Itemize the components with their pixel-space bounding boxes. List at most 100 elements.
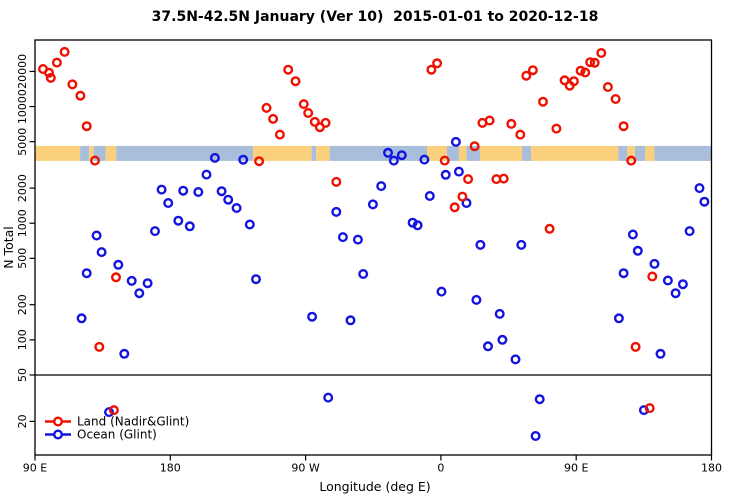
scatter-point-land	[644, 403, 655, 414]
coastline-band-ocean	[329, 145, 428, 161]
scatter-point-ocean	[142, 278, 153, 289]
scatter-point-ocean	[677, 279, 688, 290]
coastline-band-ocean	[93, 145, 106, 161]
scatter-point-land	[67, 79, 78, 90]
scatter-point-ocean	[244, 219, 255, 230]
plot-border	[34, 39, 713, 456]
scatter-point-ocean	[367, 199, 378, 210]
scatter-point-land	[506, 118, 517, 129]
scatter-point-ocean	[216, 186, 227, 197]
scatter-point-ocean	[649, 258, 660, 269]
scatter-point-ocean	[103, 407, 114, 418]
scatter-point-ocean	[223, 194, 234, 205]
scatter-point-land	[484, 115, 495, 126]
scatter-point-ocean	[516, 239, 527, 250]
scatter-point-ocean	[209, 152, 220, 163]
coastline-band-land	[531, 145, 619, 161]
scatter-point-land	[110, 272, 121, 283]
coastline-band-ocean	[80, 145, 90, 161]
scatter-point-land	[538, 96, 549, 107]
scatter-point-land	[439, 155, 450, 166]
y-tick-label: 1000	[16, 209, 29, 237]
x-axis-title: Longitude (deg E)	[319, 479, 431, 494]
scatter-point-ocean	[471, 294, 482, 305]
coastline-band-land	[458, 145, 467, 161]
y-tick-label: 50	[16, 368, 29, 382]
scatter-point-land	[274, 129, 285, 140]
chart-title: 37.5N-42.5N January (Ver 10) 2015-01-01 …	[151, 9, 599, 25]
scatter-point-land	[463, 174, 474, 185]
scatter-point-ocean	[453, 166, 464, 177]
y-axis-title: N Total	[1, 226, 16, 269]
scatter-point-land	[457, 191, 468, 202]
scatter-point-land	[254, 156, 265, 167]
legend-marker	[53, 416, 64, 427]
scatter-point-ocean	[412, 220, 423, 231]
scatter-point-land	[559, 75, 570, 86]
scatter-point-land	[469, 141, 480, 152]
x-tick-label: 90 W	[291, 462, 319, 475]
scatter-point-ocean	[510, 354, 521, 365]
scatter-point-land	[498, 173, 509, 184]
scatter-point-ocean	[419, 154, 430, 165]
scatter-point-ocean	[396, 150, 407, 161]
scatter-point-land	[626, 155, 637, 166]
coastline-band-ocean	[446, 145, 459, 161]
scatter-point-ocean	[358, 269, 369, 280]
x-tick-label: 180	[160, 462, 181, 475]
coastline-band-ocean	[311, 145, 317, 161]
scatter-point-ocean	[483, 341, 494, 352]
scatter-point-ocean	[655, 348, 666, 359]
coastline-band-land	[35, 145, 81, 161]
scatter-point-land	[298, 99, 309, 110]
coastline-band-land	[316, 145, 330, 161]
scatter-point-ocean	[376, 181, 387, 192]
scatter-point-land	[268, 113, 279, 124]
scatter-point-ocean	[126, 275, 137, 286]
scatter-point-ocean	[475, 239, 486, 250]
scatter-point-ocean	[632, 245, 643, 256]
y-tick-label: 20	[16, 414, 29, 428]
scatter-point-ocean	[440, 169, 451, 180]
scatter-point-ocean	[352, 234, 363, 245]
scatter-point-ocean	[119, 348, 130, 359]
coastline-band-land	[427, 145, 447, 161]
scatter-point-ocean	[497, 334, 508, 345]
scatter-point-ocean	[156, 184, 167, 195]
scatter-point-ocean	[178, 185, 189, 196]
x-tick-label: 0	[437, 462, 444, 475]
scatter-point-land	[618, 121, 629, 132]
scatter-point-ocean	[76, 313, 87, 324]
scatter-point-land	[94, 341, 105, 352]
scatter-point-land	[309, 116, 320, 127]
coastline-band-land	[479, 145, 523, 161]
scatter-point-ocean	[238, 154, 249, 165]
scatter-point-ocean	[134, 288, 145, 299]
scatter-point-land	[544, 223, 555, 234]
legend-marker	[53, 429, 64, 440]
scatter-point-ocean	[424, 190, 435, 201]
scatter-point-land	[630, 341, 641, 352]
scatter-point-land	[303, 107, 314, 118]
scatter-point-ocean	[345, 315, 356, 326]
scatter-point-land	[81, 121, 92, 132]
scatter-point-ocean	[618, 268, 629, 279]
scatter-point-ocean	[231, 202, 242, 213]
scatter-point-ocean	[184, 221, 195, 232]
scatter-point-land	[261, 102, 272, 113]
coastline-band-land	[252, 145, 312, 161]
scatter-point-land	[580, 67, 591, 78]
scatter-point-land	[527, 65, 538, 76]
scatter-point-land	[89, 155, 100, 166]
scatter-point-land	[432, 58, 443, 69]
scatter-point-ocean	[81, 268, 92, 279]
scatter-point-ocean	[699, 196, 710, 207]
scatter-point-land	[575, 65, 586, 76]
scatter-point-land	[44, 67, 55, 78]
scatter-point-ocean	[193, 186, 204, 197]
coastline-band-ocean	[116, 145, 253, 161]
coastline-band-ocean	[522, 145, 532, 161]
x-tick-label: 90 E	[564, 462, 588, 475]
scatter-point-land	[521, 70, 532, 81]
